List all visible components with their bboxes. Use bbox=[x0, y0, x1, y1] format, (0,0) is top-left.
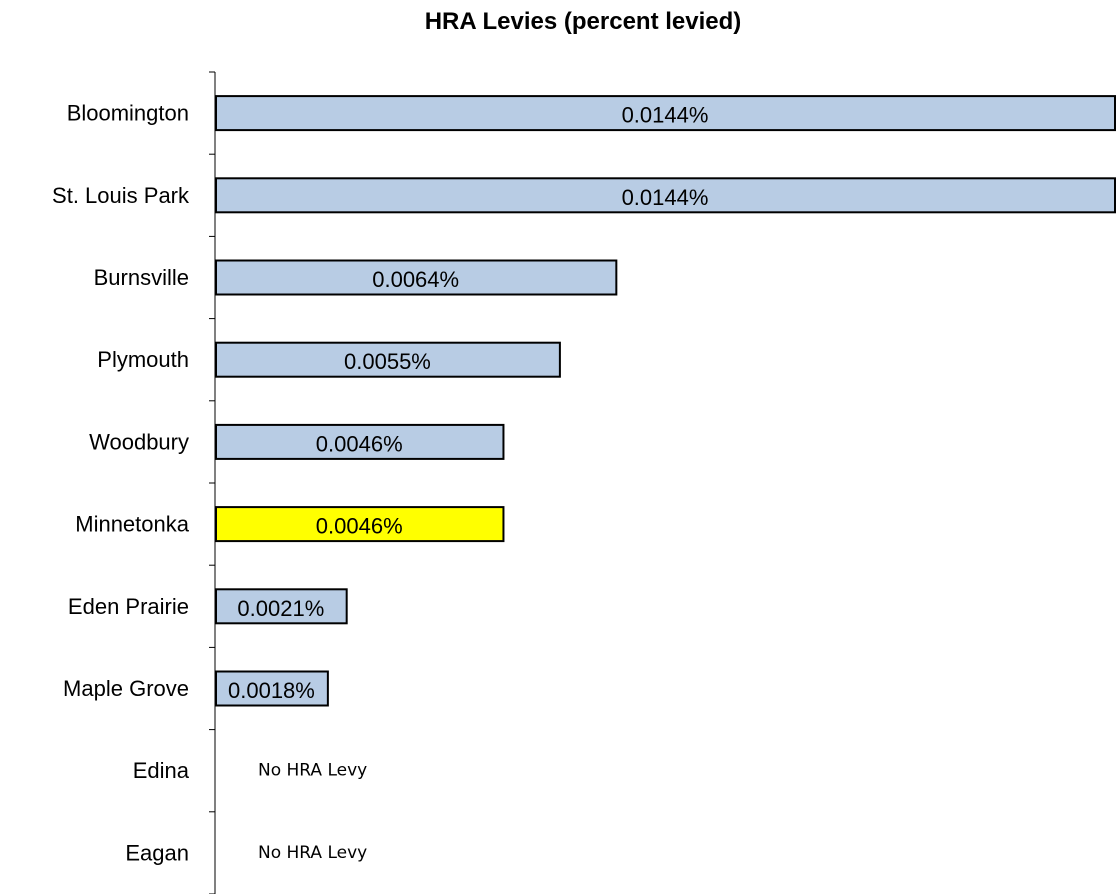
category-label: Minnetonka bbox=[75, 512, 190, 537]
category-label: Burnsville bbox=[94, 265, 189, 290]
category-label: Edina bbox=[133, 758, 190, 783]
category-label: Woodbury bbox=[89, 429, 189, 454]
data-label: 0.0144% bbox=[622, 185, 709, 210]
category-label: Bloomington bbox=[67, 101, 189, 126]
data-label: 0.0064% bbox=[372, 267, 459, 292]
category-label: Eden Prairie bbox=[68, 594, 189, 619]
data-label: 0.0046% bbox=[316, 514, 403, 539]
category-label: St. Louis Park bbox=[52, 183, 190, 208]
data-label: 0.0018% bbox=[228, 678, 315, 703]
labels-group: Bloomington 0.0144% St. Louis Park 0.0144% B… bbox=[52, 101, 708, 866]
category-label: Maple Grove bbox=[63, 676, 189, 701]
data-label: 0.0144% bbox=[622, 103, 709, 128]
no-levy-label: No HRA Levy bbox=[258, 761, 367, 781]
category-label: Eagan bbox=[125, 840, 189, 865]
axis-group bbox=[209, 72, 215, 894]
data-label: 0.0021% bbox=[237, 596, 324, 621]
data-label: 0.0046% bbox=[316, 431, 403, 456]
category-label: Plymouth bbox=[97, 347, 189, 372]
data-label: 0.0055% bbox=[344, 349, 431, 374]
no-levy-label: No HRA Levy bbox=[258, 843, 367, 863]
